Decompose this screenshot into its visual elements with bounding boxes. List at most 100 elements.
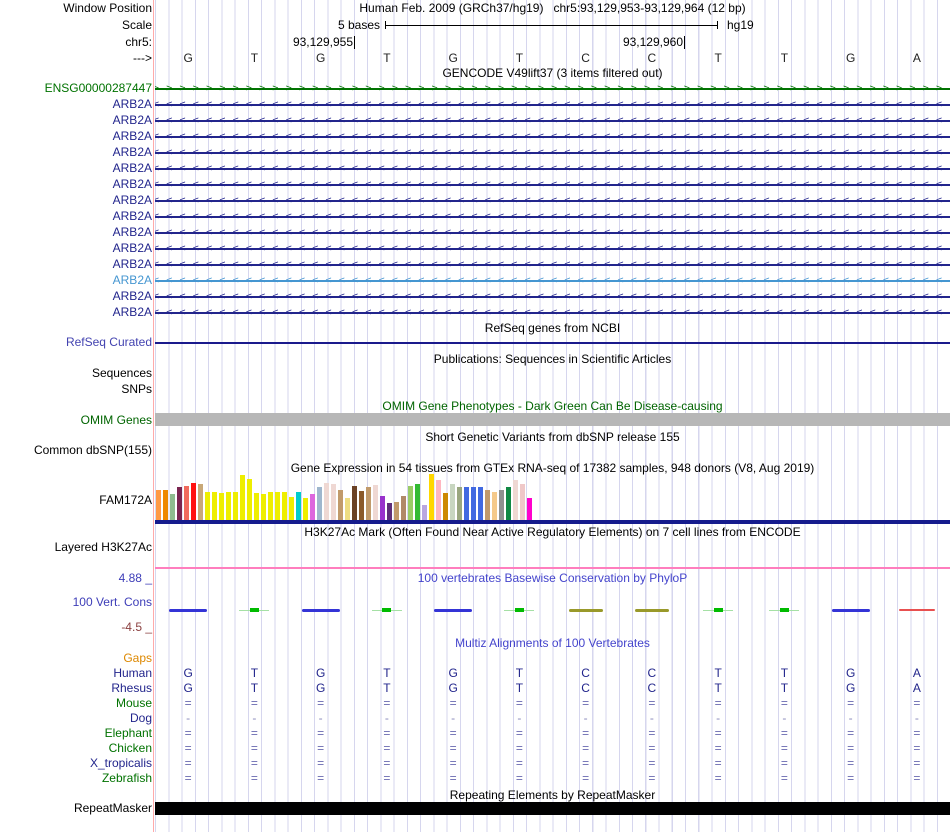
alignment-cell: = bbox=[780, 696, 788, 710]
gene-label[interactable]: ARB2A bbox=[112, 273, 152, 287]
gene-item[interactable]: <<<<<<<<<<<<<<<<<<<<<<<<<<<<<<<<<<<<<<<<… bbox=[155, 194, 950, 207]
alignment-cell: T bbox=[383, 666, 391, 680]
gene-strand-line bbox=[155, 312, 950, 314]
scale-ruler bbox=[385, 25, 718, 26]
gene-label[interactable]: ARB2A bbox=[112, 209, 152, 223]
alignment-cell: = bbox=[449, 771, 457, 785]
gene-label[interactable]: ARB2A bbox=[112, 225, 152, 239]
gene-label[interactable]: ARB2A bbox=[112, 193, 152, 207]
gene-strand-line bbox=[155, 296, 950, 298]
species-label-x_tropicalis[interactable]: X_tropicalis bbox=[89, 756, 152, 770]
gtex-bar bbox=[526, 498, 532, 520]
gene-label[interactable]: ARB2A bbox=[112, 161, 152, 175]
alignment-cell: = bbox=[449, 726, 457, 740]
gene-item[interactable]: <<<<<<<<<<<<<<<<<<<<<<<<<<<<<<<<<<<<<<<<… bbox=[155, 114, 950, 127]
gene-label[interactable]: ARB2A bbox=[112, 97, 152, 111]
alignment-cell: - bbox=[848, 711, 853, 725]
track-label-sequences[interactable]: Sequences bbox=[91, 366, 152, 380]
gene-item[interactable]: <<<<<<<<<<<<<<<<<<<<<<<<<<<<<<<<<<<<<<<<… bbox=[155, 146, 950, 159]
species-label-gaps[interactable]: Gaps bbox=[123, 651, 152, 665]
base-letter: A bbox=[912, 51, 921, 65]
alignment-cell: = bbox=[847, 741, 855, 755]
gene-item[interactable]: <<<<<<<<<<<<<<<<<<<<<<<<<<<<<<<<<<<<<<<<… bbox=[155, 290, 950, 303]
track-label-100-vert-cons[interactable]: 100 Vert. Cons bbox=[72, 595, 152, 609]
gene-strand-line bbox=[155, 280, 950, 282]
gtex-expression-bars[interactable] bbox=[155, 472, 950, 520]
track-label-omim-genes[interactable]: OMIM Genes bbox=[80, 413, 152, 427]
gene-label[interactable]: ARB2A bbox=[112, 289, 152, 303]
gtex-bar bbox=[246, 479, 252, 520]
gene-strand-line bbox=[155, 248, 950, 250]
species-label-zebrafish[interactable]: Zebrafish bbox=[101, 771, 152, 785]
repeatmasker-element-bar[interactable] bbox=[155, 802, 950, 815]
scale-ruler-tick-left bbox=[385, 21, 386, 29]
gene-item[interactable]: <<<<<<<<<<<<<<<<<<<<<<<<<<<<<<<<<<<<<<<<… bbox=[155, 274, 950, 287]
track-label-snps[interactable]: SNPs bbox=[121, 382, 152, 396]
left-arrow-chevrons: <<<<<<<<<<<<<<<<<<<<<<<<<<<<<<<<<<<<<<<<… bbox=[155, 179, 950, 190]
alignment-cell: G bbox=[315, 681, 326, 695]
alignment-cell: = bbox=[913, 726, 921, 740]
gene-item[interactable]: <<<<<<<<<<<<<<<<<<<<<<<<<<<<<<<<<<<<<<<<… bbox=[155, 98, 950, 111]
gene-item[interactable]: <<<<<<<<<<<<<<<<<<<<<<<<<<<<<<<<<<<<<<<<… bbox=[155, 306, 950, 319]
track-label-layered-h3k27ac[interactable]: Layered H3K27Ac bbox=[54, 540, 152, 554]
species-label-human[interactable]: Human bbox=[113, 666, 152, 680]
gene-label[interactable]: ARB2A bbox=[112, 241, 152, 255]
alignment-cell: = bbox=[515, 756, 523, 770]
gene-strand-line bbox=[155, 152, 950, 154]
left-arrow-chevrons: <<<<<<<<<<<<<<<<<<<<<<<<<<<<<<<<<<<<<<<<… bbox=[155, 195, 950, 206]
assembly-title: Human Feb. 2009 (GRCh37/hg19) bbox=[359, 1, 544, 15]
gtex-bar bbox=[267, 492, 273, 520]
alignment-cell: = bbox=[184, 771, 192, 785]
gene-label[interactable]: ARB2A bbox=[112, 129, 152, 143]
species-label-chicken[interactable]: Chicken bbox=[108, 741, 152, 755]
conservation-cell bbox=[619, 604, 685, 616]
species-label-rhesus[interactable]: Rhesus bbox=[111, 681, 152, 695]
refseq-gene-line[interactable] bbox=[155, 342, 950, 344]
chromosome-label: chr5: bbox=[125, 35, 152, 49]
left-arrow-chevrons: <<<<<<<<<<<<<<<<<<<<<<<<<<<<<<<<<<<<<<<<… bbox=[155, 275, 950, 286]
gtex-bar bbox=[393, 502, 399, 520]
gene-item[interactable]: <<<<<<<<<<<<<<<<<<<<<<<<<<<<<<<<<<<<<<<<… bbox=[155, 178, 950, 191]
coordinate-right: 93,129,960 bbox=[585, 36, 685, 49]
gene-strand-line bbox=[155, 104, 950, 106]
alignment-cell: = bbox=[847, 771, 855, 785]
alignment-cell: = bbox=[317, 726, 325, 740]
gene-label[interactable]: ARB2A bbox=[112, 113, 152, 127]
alignment-cell: = bbox=[383, 696, 391, 710]
track-label-fam172a[interactable]: FAM172A bbox=[99, 493, 152, 507]
conservation-marks-row[interactable] bbox=[155, 604, 950, 616]
gene-label[interactable]: ENSG00000287447 bbox=[44, 81, 152, 95]
track-label-common-dbsnp[interactable]: Common dbSNP(155) bbox=[33, 443, 152, 457]
omim-gene-bar[interactable] bbox=[155, 413, 950, 426]
gene-item[interactable]: <<<<<<<<<<<<<<<<<<<<<<<<<<<<<<<<<<<<<<<<… bbox=[155, 258, 950, 271]
species-label-elephant[interactable]: Elephant bbox=[104, 726, 152, 740]
gene-item[interactable]: <<<<<<<<<<<<<<<<<<<<<<<<<<<<<<<<<<<<<<<<… bbox=[155, 130, 950, 143]
gtex-bar bbox=[302, 498, 308, 520]
alignment-cell: = bbox=[383, 741, 391, 755]
gtex-bar bbox=[232, 492, 238, 520]
gene-label[interactable]: ARB2A bbox=[112, 257, 152, 271]
gene-label[interactable]: ARB2A bbox=[112, 305, 152, 319]
gene-item[interactable]: >>>>>>>>>>>>>>>>>>>>>>>>>>>>>>>>>>>>>>>>… bbox=[155, 82, 950, 95]
gene-label[interactable]: ARB2A bbox=[112, 177, 152, 191]
gene-label[interactable]: ARB2A bbox=[112, 145, 152, 159]
species-label-dog[interactable]: Dog bbox=[129, 711, 152, 725]
species-label-mouse[interactable]: Mouse bbox=[115, 696, 152, 710]
track-label-refseq-curated[interactable]: RefSeq Curated bbox=[65, 335, 152, 349]
left-arrow-chevrons: <<<<<<<<<<<<<<<<<<<<<<<<<<<<<<<<<<<<<<<<… bbox=[155, 131, 950, 142]
alignment-cell: - bbox=[517, 711, 522, 725]
conservation-cell bbox=[354, 604, 420, 616]
gene-item[interactable]: <<<<<<<<<<<<<<<<<<<<<<<<<<<<<<<<<<<<<<<<… bbox=[155, 162, 950, 175]
track-label-repeatmasker[interactable]: RepeatMasker bbox=[73, 801, 152, 815]
gtex-bar bbox=[218, 493, 224, 520]
gene-item[interactable]: <<<<<<<<<<<<<<<<<<<<<<<<<<<<<<<<<<<<<<<<… bbox=[155, 226, 950, 239]
gene-item[interactable]: <<<<<<<<<<<<<<<<<<<<<<<<<<<<<<<<<<<<<<<<… bbox=[155, 242, 950, 255]
base-letter: G bbox=[845, 51, 856, 65]
alignment-cell: G bbox=[448, 666, 458, 680]
region-title: chr5:93,129,953-93,129,964 (12 bp) bbox=[553, 1, 746, 15]
left-arrow-chevrons: <<<<<<<<<<<<<<<<<<<<<<<<<<<<<<<<<<<<<<<<… bbox=[155, 307, 950, 318]
alignment-cell: = bbox=[250, 771, 258, 785]
alignment-cell: = bbox=[250, 756, 258, 770]
gene-item[interactable]: <<<<<<<<<<<<<<<<<<<<<<<<<<<<<<<<<<<<<<<<… bbox=[155, 210, 950, 223]
